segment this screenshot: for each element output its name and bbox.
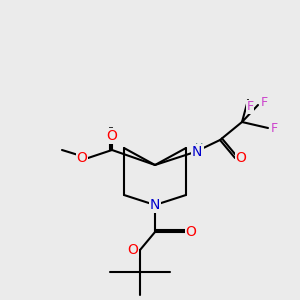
Text: N: N [150, 198, 160, 212]
Text: N: N [192, 145, 202, 159]
Text: F: F [270, 122, 278, 134]
Text: O: O [106, 129, 117, 143]
Text: O: O [128, 243, 138, 257]
Text: H: H [195, 143, 203, 153]
Text: O: O [76, 151, 87, 165]
Text: O: O [236, 151, 246, 165]
Text: O: O [186, 225, 196, 239]
Text: F: F [260, 97, 268, 110]
Text: F: F [246, 100, 254, 113]
